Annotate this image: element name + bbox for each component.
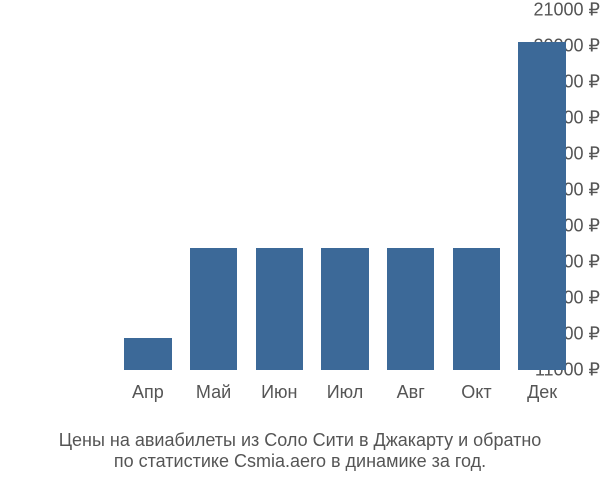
bar: [518, 42, 565, 370]
x-tick-label: Июл: [327, 382, 364, 403]
x-tick-label: Дек: [527, 382, 557, 403]
y-tick-label: 21000 ₽: [495, 0, 600, 21]
chart-caption: Цены на авиабилеты из Соло Сити в Джакар…: [0, 430, 600, 472]
x-tick-label: Май: [196, 382, 231, 403]
x-tick-label: Апр: [132, 382, 164, 403]
bar: [453, 248, 500, 370]
caption-line: Цены на авиабилеты из Соло Сити в Джакар…: [0, 430, 600, 451]
bar: [190, 248, 237, 370]
bar: [321, 248, 368, 370]
bar: [124, 338, 171, 370]
x-tick-label: Авг: [397, 382, 425, 403]
bar: [256, 248, 303, 370]
x-tick-label: Окт: [461, 382, 491, 403]
price-bar-chart: 11000 ₽12000 ₽13000 ₽14000 ₽15000 ₽16000…: [0, 0, 600, 500]
x-tick-label: Июн: [261, 382, 297, 403]
caption-line: по статистике Csmia.aero в динамике за г…: [0, 451, 600, 472]
bar: [387, 248, 434, 370]
